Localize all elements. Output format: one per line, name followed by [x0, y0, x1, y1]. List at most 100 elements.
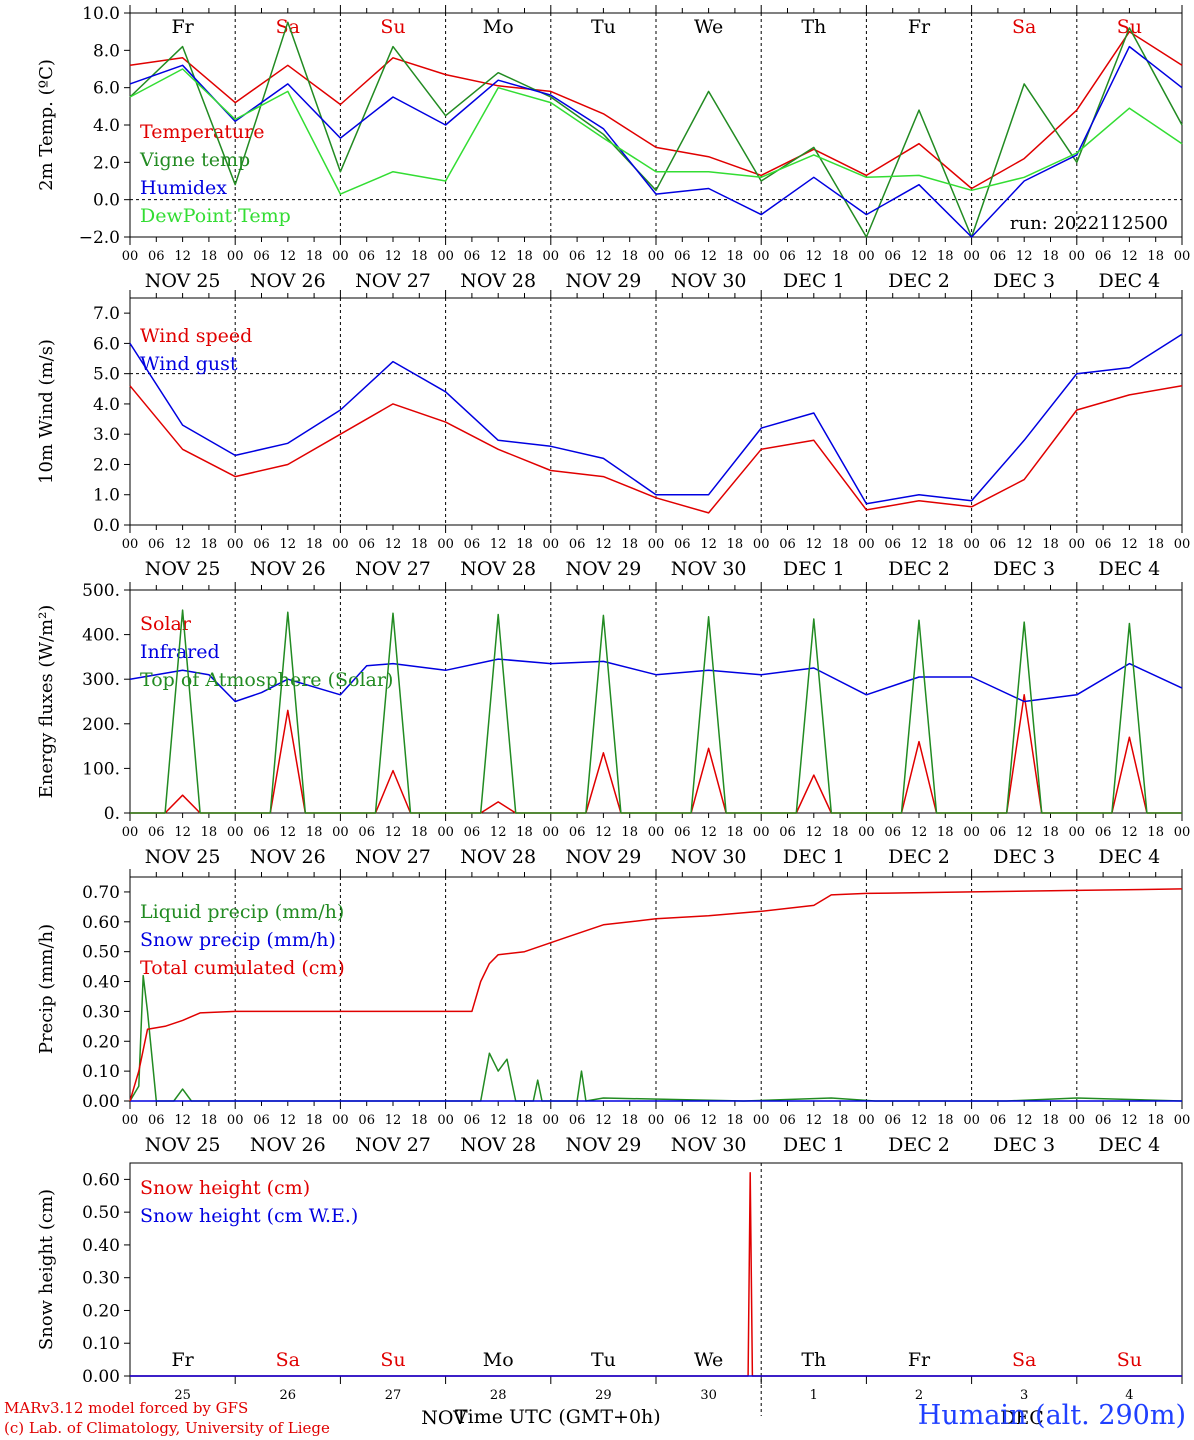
hour-tick-label: 06	[569, 537, 586, 552]
hour-tick-label: 18	[411, 537, 428, 552]
hour-tick-label: 06	[148, 537, 165, 552]
hour-tick-label: 00	[437, 1113, 454, 1128]
hour-tick-label: 00	[648, 249, 665, 264]
weekday-label: Su	[1117, 1349, 1142, 1371]
day-number-label: 25	[174, 1388, 191, 1403]
hour-tick-label: 00	[1174, 1113, 1191, 1128]
hour-tick-label: 06	[884, 537, 901, 552]
day-number-label: 3	[1020, 1388, 1028, 1403]
day-number-label: 4	[1125, 1388, 1133, 1403]
hour-tick-label: 18	[201, 249, 218, 264]
hour-tick-label: 06	[148, 249, 165, 264]
hour-tick-label: 06	[1095, 1113, 1112, 1128]
hour-tick-label: 18	[937, 1113, 954, 1128]
y-tick-label: 0.0	[93, 191, 120, 211]
hour-tick-label: 12	[385, 537, 402, 552]
y-tick-label: 200.	[82, 715, 120, 735]
legend-entry: Humidex	[140, 177, 227, 199]
day-label: NOV 25	[145, 558, 221, 580]
hour-tick-label: 00	[122, 537, 139, 552]
hour-tick-label: 06	[1095, 537, 1112, 552]
day-label: DEC 1	[783, 1134, 845, 1156]
hour-tick-label: 00	[963, 537, 980, 552]
day-label: DEC 4	[1099, 558, 1161, 580]
legend-entry: Snow height (cm)	[140, 1177, 310, 1199]
run-label: run: 2022112500	[1010, 213, 1168, 234]
hour-tick-label: 12	[174, 825, 191, 840]
hour-tick-label: 06	[990, 825, 1007, 840]
series-line-0	[129, 30, 1183, 190]
hour-tick-label: 12	[1016, 825, 1033, 840]
y-tick-label: 3.0	[93, 425, 120, 445]
hour-tick-label: 18	[411, 249, 428, 264]
hour-tick-label: 12	[595, 249, 612, 264]
day-label: NOV 30	[671, 558, 747, 580]
month-label-right: DEC	[1000, 1407, 1044, 1429]
hour-tick-label: 00	[122, 1113, 139, 1128]
y-tick-label: −2.0	[79, 228, 120, 248]
hour-tick-label: 12	[385, 1113, 402, 1128]
hour-tick-label: 18	[832, 825, 849, 840]
hour-tick-label: 06	[569, 249, 586, 264]
day-number-label: 26	[280, 1388, 297, 1403]
day-label: DEC 1	[783, 846, 845, 868]
hour-tick-label: 00	[543, 537, 560, 552]
y-tick-label: 100.	[82, 759, 120, 779]
hour-tick-label: 06	[1095, 249, 1112, 264]
hour-tick-label: 12	[700, 1113, 717, 1128]
series-line-0	[129, 385, 1183, 514]
hour-tick-label: 06	[464, 825, 481, 840]
hour-tick-label: 06	[464, 1113, 481, 1128]
hour-tick-label: 06	[779, 249, 796, 264]
hour-tick-label: 06	[674, 249, 691, 264]
y-axis-label: Snow height (cm)	[36, 1189, 57, 1350]
hour-tick-label: 18	[621, 537, 638, 552]
series-line-2	[130, 609, 1182, 814]
y-tick-label: 0.00	[82, 1367, 120, 1387]
hour-tick-label: 00	[963, 249, 980, 264]
hour-tick-label: 00	[753, 537, 770, 552]
hour-tick-label: 00	[332, 249, 349, 264]
hour-tick-label: 00	[227, 537, 244, 552]
hour-tick-label: 00	[858, 1113, 875, 1128]
y-tick-label: 6.0	[93, 334, 120, 354]
y-axis-label: 10m Wind (m/s)	[36, 339, 57, 484]
hour-tick-label: 00	[543, 249, 560, 264]
y-tick-label: 2.0	[93, 455, 120, 475]
day-label: NOV 27	[355, 270, 431, 292]
y-tick-label: 0.40	[82, 1236, 120, 1256]
day-number-label: 27	[385, 1388, 402, 1403]
hour-tick-label: 06	[358, 249, 375, 264]
day-label: DEC 1	[783, 558, 845, 580]
day-label: NOV 26	[250, 846, 326, 868]
hour-tick-label: 18	[621, 249, 638, 264]
hour-tick-label: 00	[227, 249, 244, 264]
model-credit: MARv3.12 model forced by GFS	[4, 1399, 249, 1417]
hour-tick-label: 00	[122, 825, 139, 840]
y-tick-label: 2.0	[93, 153, 120, 173]
hour-tick-label: 00	[1069, 249, 1086, 264]
hour-tick-label: 12	[174, 1113, 191, 1128]
hour-tick-label: 18	[1042, 1113, 1059, 1128]
y-tick-label: 0.60	[82, 913, 120, 933]
y-tick-label: 0.50	[82, 943, 120, 963]
hour-tick-label: 18	[937, 537, 954, 552]
legend-entry: Wind gust	[140, 353, 238, 375]
y-tick-label: 0.30	[82, 1002, 120, 1022]
hour-tick-label: 00	[437, 249, 454, 264]
legend-entry: Snow height (cm W.E.)	[140, 1205, 358, 1227]
hour-tick-label: 12	[280, 249, 297, 264]
day-label: NOV 29	[565, 846, 641, 868]
hour-tick-label: 18	[1042, 537, 1059, 552]
hour-tick-label: 18	[727, 825, 744, 840]
legend-entry: Infrared	[140, 641, 220, 663]
hour-tick-label: 12	[595, 1113, 612, 1128]
y-axis-label: 2m Temp. (ºC)	[36, 59, 57, 191]
hour-tick-label: 18	[1042, 249, 1059, 264]
hour-tick-label: 00	[1069, 1113, 1086, 1128]
day-label: NOV 26	[250, 558, 326, 580]
series-line-1	[129, 21, 1183, 238]
hour-tick-label: 12	[280, 1113, 297, 1128]
hour-tick-label: 00	[122, 249, 139, 264]
day-label: DEC 3	[993, 558, 1055, 580]
